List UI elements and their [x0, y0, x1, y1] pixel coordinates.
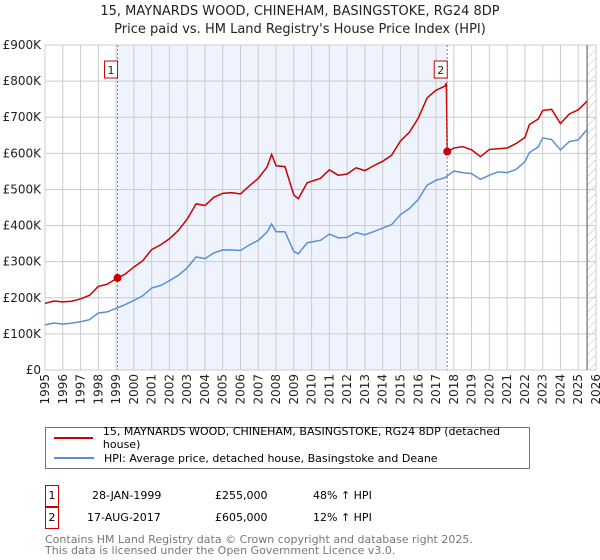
x-tick-label: 2017	[429, 374, 443, 405]
x-tick-label: 1999	[109, 374, 123, 405]
sale-price: £605,000	[215, 511, 268, 524]
footer-line-1: Contains HM Land Registry data © Crown c…	[45, 533, 473, 546]
sale-date: 28-JAN-1999	[92, 489, 162, 502]
chart-title: 15, MAYNARDS WOOD, CHINEHAM, BASINGSTOKE…	[100, 4, 500, 19]
footer-line-2: This data is licensed under the Open Gov…	[45, 544, 396, 557]
x-tick-label: 2007	[251, 374, 265, 405]
sale-point	[113, 273, 122, 282]
sale-label-box	[104, 60, 119, 79]
x-tick-label: 1996	[56, 374, 70, 405]
x-tick-label: 2022	[518, 374, 532, 405]
x-tick-label: 2006	[234, 374, 248, 405]
sale-hpi-note: 12% ↑ HPI	[313, 511, 372, 524]
legend-label-hpi: HPI: Average price, detached house, Basi…	[104, 451, 438, 465]
y-tick-label: £0	[26, 363, 41, 377]
sale-point	[443, 147, 452, 156]
x-tick-label: 1998	[91, 374, 105, 405]
sale-period-shading	[117, 45, 448, 370]
x-tick-label: 1995	[38, 374, 52, 405]
x-tick-label: 2001	[145, 374, 159, 405]
x-tick-label: 2009	[287, 374, 301, 405]
x-tick-label: 2003	[180, 374, 194, 405]
x-tick-label: 2000	[127, 374, 141, 405]
y-tick-label: £400K	[3, 219, 43, 233]
y-tick-label: £500K	[3, 182, 43, 196]
x-tick-label: 2002	[162, 374, 176, 405]
legend-swatch-hpi	[54, 457, 94, 459]
sale-price: £255,000	[215, 489, 268, 502]
plot-area: 1995 1996 1997 1998 1999 2000 2001 2002 2003 2004…	[3, 38, 600, 405]
x-tick-label: 2011	[322, 374, 336, 405]
forecast-hatch	[587, 45, 596, 370]
x-tick-label: 2010	[305, 374, 319, 405]
x-tick-label: 2024	[553, 374, 567, 405]
y-tick-label: £300K	[3, 255, 43, 269]
x-tick-label: 2008	[269, 374, 283, 405]
sale-label-box	[433, 60, 448, 79]
x-tick-label: 2016	[411, 374, 425, 405]
x-tick-label: 1997	[74, 374, 88, 405]
x-tick-label: 2021	[500, 374, 514, 405]
sale-label: 2	[437, 64, 444, 77]
sale-marker-label: 2	[45, 507, 59, 529]
sale-hpi-note: 48% ↑ HPI	[313, 489, 372, 502]
y-tick-label: £700K	[3, 110, 43, 124]
x-tick-label: 2015	[393, 374, 407, 405]
x-tick-label: 2018	[447, 374, 461, 405]
x-tick-label: 2019	[465, 374, 479, 405]
x-tick-label: 2005	[216, 374, 230, 405]
sale-date: 17-AUG-2017	[87, 511, 161, 524]
legend: 15, MAYNARDS WOOD, CHINEHAM, BASINGSTOKE…	[45, 425, 530, 469]
x-tick-label: 2026	[589, 374, 600, 405]
y-tick-label: £600K	[3, 146, 43, 160]
y-tick-label: £900K	[3, 38, 43, 52]
sale-label: 1	[108, 64, 115, 77]
legend-swatch-price	[54, 437, 93, 439]
x-tick-label: 2004	[198, 374, 212, 405]
sale-marker-label: 1	[45, 485, 59, 507]
x-tick-label: 2012	[340, 374, 354, 405]
y-tick-label: £800K	[3, 74, 43, 88]
x-tick-label: 2023	[536, 374, 550, 405]
y-tick-label: £100K	[3, 327, 43, 341]
x-tick-label: 2025	[571, 374, 585, 405]
y-tick-label: £200K	[3, 291, 43, 305]
hpi-line	[44, 128, 588, 326]
x-tick-label: 2020	[482, 374, 496, 405]
x-tick-label: 2013	[358, 374, 372, 405]
price-paid-line	[44, 82, 588, 305]
chart-subtitle: Price paid vs. HM Land Registry's House …	[114, 22, 486, 37]
x-tick-label: 2014	[376, 374, 390, 405]
footer: Contains HM Land Registry data © Crown c…	[45, 534, 473, 556]
legend-label-price: 15, MAYNARDS WOOD, CHINEHAM, BASINGSTOKE…	[102, 425, 501, 451]
